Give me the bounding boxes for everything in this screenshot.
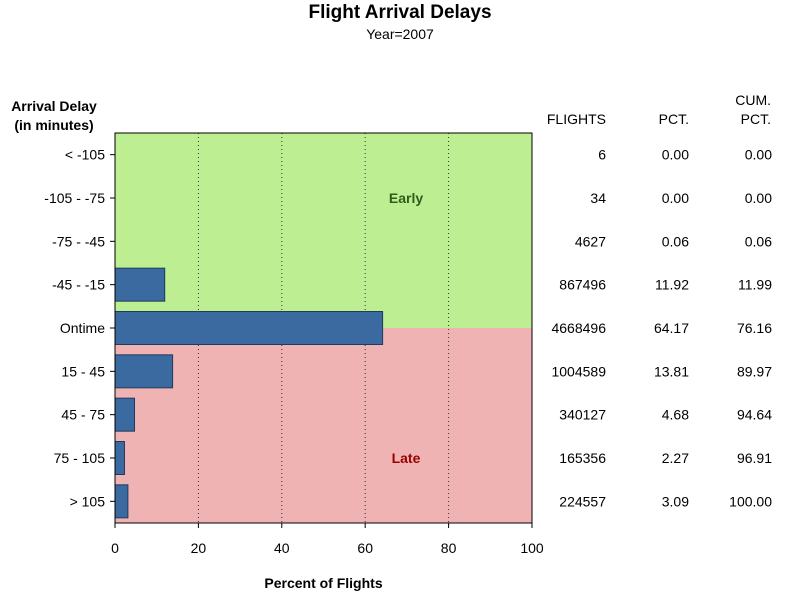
- table-flights-cell: 1004589: [551, 363, 606, 379]
- y-category-label: < -105: [65, 147, 105, 163]
- cum-pct-column-header-line1: CUM.: [735, 92, 771, 108]
- early-region: [115, 133, 532, 328]
- bar: [114, 354, 174, 389]
- cum-pct-column-header-line2: PCT.: [740, 111, 771, 127]
- y-axis-label-line1: Arrival Delay: [11, 98, 97, 114]
- y-category-label: 45 - 75: [61, 407, 105, 423]
- chart-title: Flight Arrival Delays: [308, 2, 492, 23]
- region-label-late: Late: [392, 450, 421, 466]
- table-flights-cell: 165356: [559, 450, 606, 466]
- table-cum-pct-cell: 100.00: [729, 493, 772, 509]
- x-tick-label: 40: [274, 540, 290, 556]
- bar: [114, 311, 384, 345]
- bar: [114, 397, 136, 432]
- pct-column-header: PCT.: [658, 111, 689, 127]
- y-category-label: -105 - -75: [44, 190, 105, 206]
- table-cum-pct-cell: 0.06: [745, 233, 772, 249]
- bar: [114, 441, 125, 475]
- x-tick-label: 100: [520, 540, 544, 556]
- late-region: [115, 328, 532, 523]
- table-pct-cell: 0.00: [662, 147, 689, 163]
- table-cum-pct-cell: 0.00: [745, 147, 772, 163]
- y-category-label: 75 - 105: [54, 450, 106, 466]
- table-pct-cell: 64.17: [654, 320, 689, 336]
- table-flights-cell: 4627: [575, 233, 606, 249]
- region-label-early: Early: [389, 190, 423, 206]
- table-cum-pct-cell: 89.97: [737, 363, 772, 379]
- table-flights-cell: 224557: [559, 493, 606, 509]
- x-axis-label: Percent of Flights: [264, 575, 383, 591]
- table-cum-pct-cell: 76.16: [737, 320, 772, 336]
- y-category-label: Ontime: [60, 320, 105, 336]
- table-pct-cell: 0.00: [662, 190, 689, 206]
- table-flights-cell: 6: [598, 147, 606, 163]
- y-axis-label-line2: (in minutes): [14, 117, 94, 133]
- y-category-label: -75 - -45: [52, 233, 105, 249]
- y-category-label: -45 - -15: [52, 277, 105, 293]
- table-flights-cell: 34: [590, 190, 606, 206]
- table-cum-pct-cell: 94.64: [737, 407, 772, 423]
- table-flights-cell: 4668496: [551, 320, 606, 336]
- flights-column-header: FLIGHTS: [546, 111, 606, 127]
- chart-subtitle: Year=2007: [366, 26, 434, 42]
- x-tick-label: 20: [191, 540, 207, 556]
- x-tick-label: 80: [441, 540, 457, 556]
- table-cum-pct-cell: 11.99: [738, 277, 772, 293]
- table-cum-pct-cell: 0.00: [745, 190, 772, 206]
- table-pct-cell: 2.27: [662, 450, 689, 466]
- y-category-label: 15 - 45: [61, 363, 105, 379]
- table-pct-cell: 13.81: [654, 363, 689, 379]
- x-tick-label: 60: [357, 540, 373, 556]
- table-pct-cell: 3.09: [662, 493, 689, 509]
- table-flights-cell: 867496: [559, 277, 606, 293]
- table-pct-cell: 0.06: [662, 233, 689, 249]
- bar: [114, 267, 166, 302]
- x-tick-label: 0: [111, 540, 119, 556]
- bar: [114, 484, 129, 519]
- table-cum-pct-cell: 96.91: [737, 450, 772, 466]
- table-flights-cell: 340127: [559, 407, 606, 423]
- table-pct-cell: 4.68: [662, 407, 689, 423]
- table-pct-cell: 11.92: [655, 277, 689, 293]
- y-category-label: > 105: [70, 493, 106, 509]
